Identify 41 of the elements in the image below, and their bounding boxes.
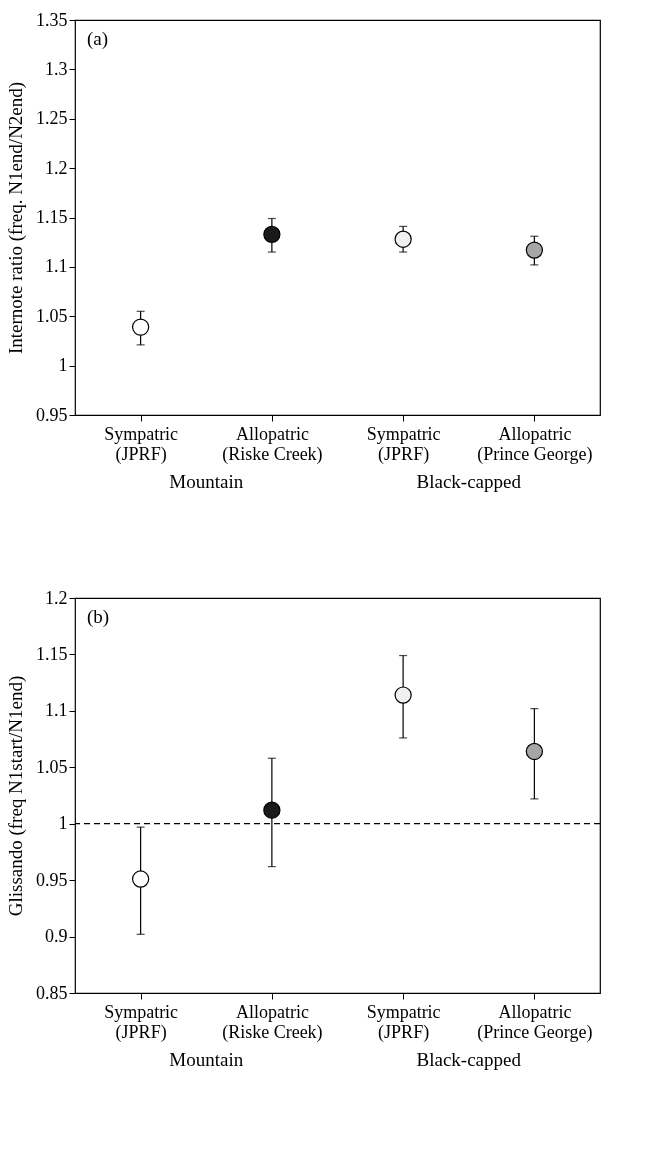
point <box>131 870 150 888</box>
x-tick-label: Allopatric (Prince George) <box>477 423 593 465</box>
y-tick-label: 1.15 <box>36 207 68 227</box>
point <box>525 241 544 259</box>
y-tick-label: 0.9 <box>45 926 68 947</box>
x-tick-label: Sympatric (JPRF) <box>104 423 179 465</box>
point <box>263 801 281 819</box>
x-tick-label: Sympatric (JPRF) <box>366 1001 441 1043</box>
y-tick-label: 1.1 <box>45 700 68 721</box>
y-tick-label: 1.35 <box>36 9 68 30</box>
text: Black-capped <box>416 1049 522 1070</box>
y-tick-label: 1 <box>58 355 68 376</box>
point <box>394 230 412 248</box>
y-tick-label: 1.2 <box>45 157 68 178</box>
y-tick-label: 1.2 <box>45 587 68 608</box>
y-tick-label: 1.15 <box>36 643 68 664</box>
y-tick-label: 0.95 <box>36 869 68 890</box>
point <box>131 318 150 336</box>
y-tick-label: 1.25 <box>36 108 68 129</box>
y-tick-label: 0.85 <box>36 982 68 1003</box>
point <box>263 225 281 243</box>
x-tick-label: Sympatric (JPRF) <box>104 1001 179 1043</box>
point <box>394 686 412 704</box>
x-tick-label: Allopatric (Riske Creek) <box>222 1001 323 1043</box>
y-tick-label: 1.05 <box>36 305 68 326</box>
text: Black-capped <box>416 471 522 492</box>
text: Mountain <box>169 471 244 492</box>
y-axis-title: Internote ratio (freq. N1end/N2end) <box>5 81 27 355</box>
x-tick-label: Allopatric (Prince George) <box>477 1001 593 1043</box>
point <box>525 742 544 761</box>
y-tick-label: 1.05 <box>36 756 68 777</box>
y-tick-label: 1.1 <box>45 256 68 277</box>
y-tick-label: 0.95 <box>36 404 68 425</box>
x-tick-label: Allopatric (Riske Creek) <box>222 423 323 465</box>
chart-title: (a) <box>87 28 109 50</box>
y-axis-title: Glissando (freq N1start/N1end) <box>5 675 27 917</box>
text: Mountain <box>169 1049 244 1070</box>
x-tick-label: Sympatric (JPRF) <box>366 423 441 465</box>
chart-title: (b) <box>87 606 110 628</box>
y-tick-label: 1 <box>58 813 68 834</box>
y-tick-label: 1.3 <box>45 58 68 79</box>
